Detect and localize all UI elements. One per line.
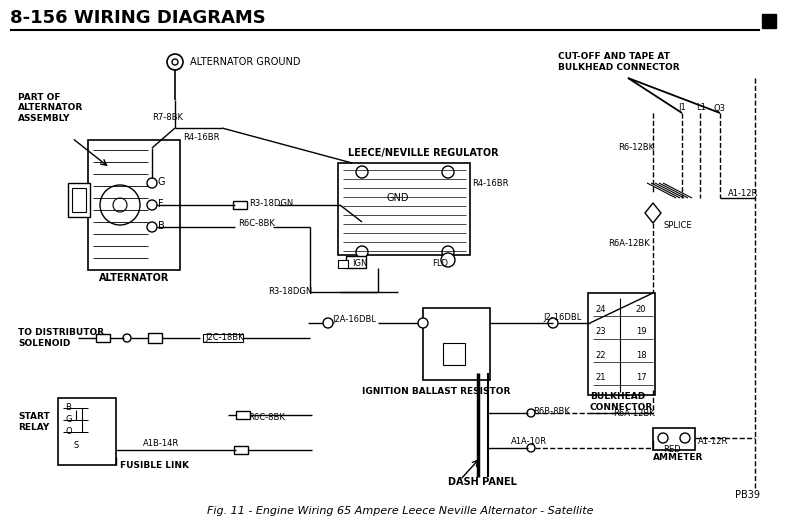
Circle shape [442,166,454,178]
Text: 22: 22 [596,350,606,359]
Text: R6-12BK: R6-12BK [618,143,654,153]
Bar [68,183,90,217]
Text: B: B [65,404,71,413]
Text: CUT-OFF AND TAPE AT
BULKHEAD CONNECTOR: CUT-OFF AND TAPE AT BULKHEAD CONNECTOR [558,52,680,72]
Text: 24: 24 [596,304,606,313]
Bar [338,260,348,268]
Text: SPLICE: SPLICE [663,222,692,231]
Bar [88,140,180,270]
Circle shape [172,59,178,65]
Bar [203,334,243,342]
Circle shape [527,409,535,417]
Bar [762,14,776,28]
Bar [233,201,247,209]
Text: R4-16BR: R4-16BR [472,178,509,188]
Text: J1: J1 [678,104,686,112]
Text: R3-18DGN: R3-18DGN [249,199,294,208]
Text: PART OF
ALTERNATOR
ASSEMBLY: PART OF ALTERNATOR ASSEMBLY [18,93,83,123]
Text: 18: 18 [636,350,646,359]
Text: Q3: Q3 [714,104,726,112]
Text: R4-16BR: R4-16BR [183,133,219,142]
Text: Fig. 11 - Engine Wiring 65 Ampere Leece Neville Alternator - Satellite: Fig. 11 - Engine Wiring 65 Ampere Leece … [206,506,594,516]
Text: 20: 20 [636,304,646,313]
Bar [236,411,250,419]
Bar [423,308,490,380]
Text: LEECE/NEVILLE REGULATOR: LEECE/NEVILLE REGULATOR [348,148,498,158]
Circle shape [147,200,157,210]
Text: R6C-8BK: R6C-8BK [238,220,275,229]
Circle shape [123,334,131,342]
Text: START
RELAY: START RELAY [18,412,50,431]
Circle shape [323,318,333,328]
Circle shape [147,222,157,232]
Bar [338,163,470,255]
Text: ALTERNATOR GROUND: ALTERNATOR GROUND [190,57,301,67]
Text: S: S [74,441,78,450]
Bar [443,343,465,365]
Circle shape [548,318,558,328]
Text: J2-16DBL: J2-16DBL [543,313,582,323]
Text: J2A-16DBL: J2A-16DBL [332,315,376,324]
Circle shape [527,444,535,452]
Text: A1B-14R: A1B-14R [143,439,179,449]
Text: FLD: FLD [432,258,448,267]
Text: A1A-10R: A1A-10R [511,437,547,446]
Bar [588,293,655,395]
Text: 17: 17 [636,373,646,382]
Text: GND: GND [386,193,410,203]
Bar [346,256,366,268]
Circle shape [356,166,368,178]
Text: 19: 19 [636,327,646,336]
Circle shape [147,178,157,188]
Text: R6C-8BK: R6C-8BK [248,413,285,422]
Text: RED: RED [663,446,681,454]
Text: R7-8BK: R7-8BK [152,113,183,122]
Text: J2C-18BK: J2C-18BK [205,334,244,343]
Text: IGNITION BALLAST RESISTOR: IGNITION BALLAST RESISTOR [362,388,510,396]
Text: B: B [158,221,165,231]
Text: G: G [65,415,71,425]
Text: FUSIBLE LINK: FUSIBLE LINK [120,460,189,470]
Text: AMMETER: AMMETER [653,453,703,462]
Text: ALTERNATOR: ALTERNATOR [99,273,169,283]
Circle shape [100,185,140,225]
Text: O: O [65,427,72,437]
Text: A1-12R: A1-12R [698,437,728,446]
Text: 8-156 WIRING DIAGRAMS: 8-156 WIRING DIAGRAMS [10,9,266,27]
Text: A1-12R: A1-12R [728,188,758,198]
Bar [148,333,162,343]
Text: R6A-12BK: R6A-12BK [608,238,650,247]
Text: R3-18DGN: R3-18DGN [268,288,312,297]
Circle shape [167,54,183,70]
Bar [58,398,116,465]
Text: TO DISTRIBUTOR
SOLENOID: TO DISTRIBUTOR SOLENOID [18,328,104,348]
Text: G: G [158,177,166,187]
Circle shape [441,253,455,267]
Bar [96,334,110,342]
Text: IGN: IGN [352,258,367,267]
Circle shape [658,433,668,443]
Circle shape [442,246,454,258]
Text: L1: L1 [696,104,706,112]
Text: DASH PANEL: DASH PANEL [448,477,517,487]
Text: PB39: PB39 [735,490,760,500]
Circle shape [356,246,368,258]
Text: R6A-12BK: R6A-12BK [613,408,654,417]
Text: R6B-8BK: R6B-8BK [533,406,570,415]
Circle shape [680,433,690,443]
Bar [653,428,695,450]
Circle shape [113,198,127,212]
Text: F: F [158,199,164,209]
Text: 21: 21 [596,373,606,382]
Text: 23: 23 [596,327,606,336]
Circle shape [418,318,428,328]
Text: BULKHEAD
CONNECTOR: BULKHEAD CONNECTOR [590,392,654,412]
Bar [72,188,86,212]
Bar [234,446,248,454]
